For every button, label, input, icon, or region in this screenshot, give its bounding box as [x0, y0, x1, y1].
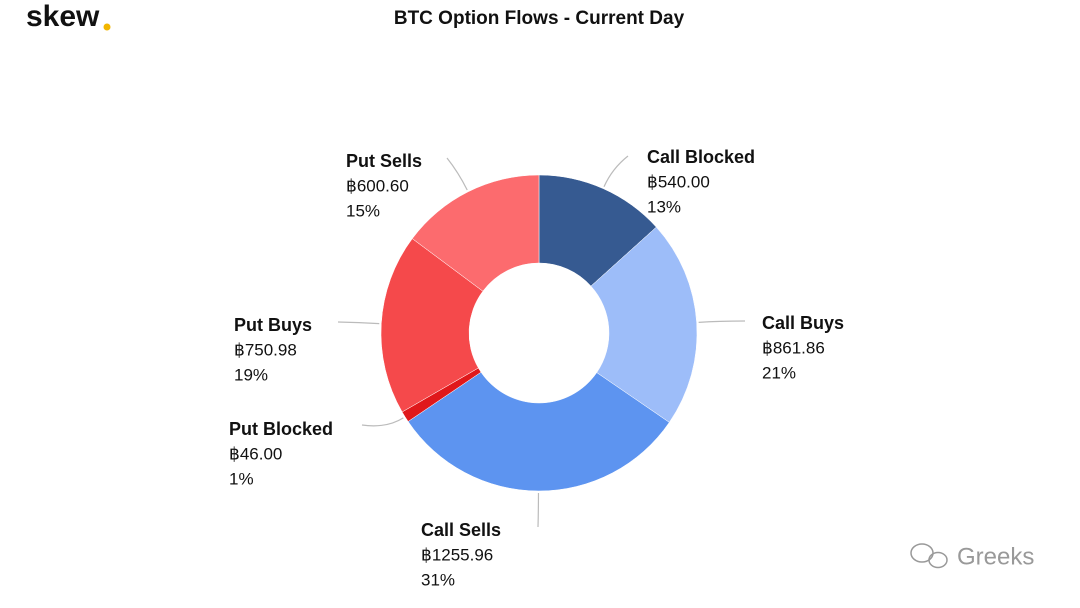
- value-label: ฿46.00: [229, 444, 282, 463]
- leader-line: [362, 418, 403, 426]
- leader-line: [699, 321, 745, 322]
- chart-title: BTC Option Flows - Current Day: [394, 8, 685, 29]
- slice-label: Call Blocked: [647, 147, 755, 167]
- slice-label: Put Blocked: [229, 419, 333, 439]
- slice-label: Put Sells: [346, 151, 422, 171]
- slice-label: Call Buys: [762, 313, 844, 333]
- percent-label: 1%: [229, 469, 254, 488]
- percent-label: 15%: [346, 201, 380, 220]
- leader-line: [338, 322, 379, 324]
- logo-dot: [104, 24, 111, 31]
- percent-label: 13%: [647, 197, 681, 216]
- value-label: ฿1255.96: [421, 545, 493, 564]
- value-label: ฿750.98: [234, 340, 297, 359]
- value-label: ฿540.00: [647, 172, 710, 191]
- percent-label: 19%: [234, 365, 268, 384]
- value-label: ฿600.60: [346, 176, 409, 195]
- percent-label: 31%: [421, 570, 455, 589]
- slice-label: Call Sells: [421, 520, 501, 540]
- value-label: ฿861.86: [762, 338, 825, 357]
- slice-label: Put Buys: [234, 315, 312, 335]
- logo: skew: [26, 0, 100, 33]
- watermark: Greeks: [957, 543, 1034, 570]
- leader-line: [447, 158, 467, 190]
- leader-line: [604, 156, 628, 187]
- watermark-icon: [911, 544, 947, 568]
- percent-label: 21%: [762, 363, 796, 382]
